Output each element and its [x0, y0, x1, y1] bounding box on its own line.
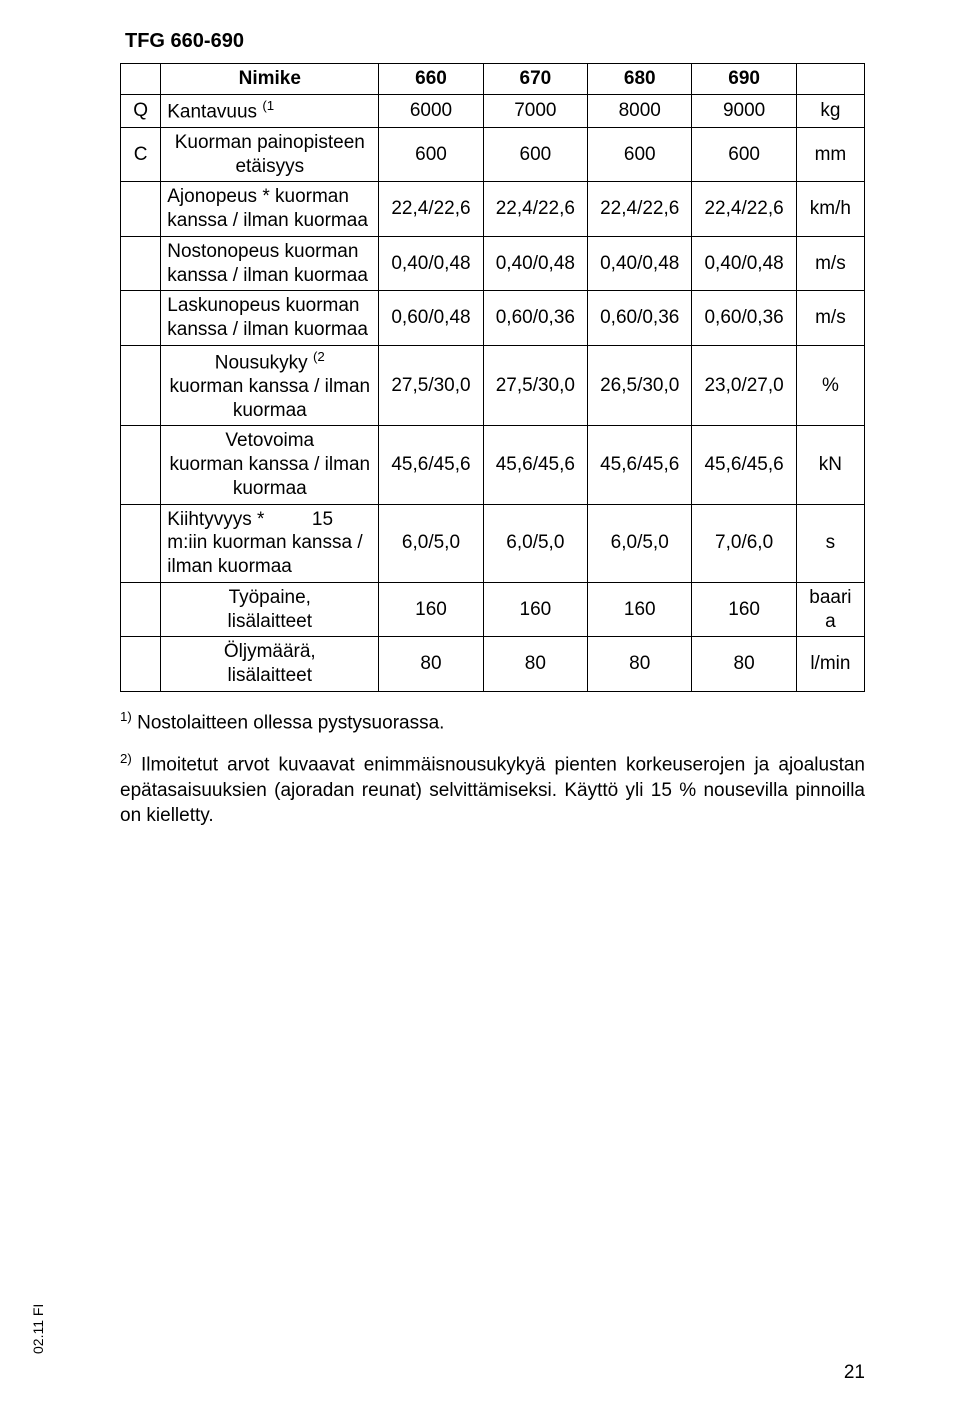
table-row: Öljymäärä,lisälaitteet80808080l/min	[121, 637, 865, 692]
row-letter	[121, 345, 161, 426]
row-val: 80	[379, 637, 483, 692]
row-val: 0,60/0,36	[692, 291, 796, 346]
row-unit: kN	[796, 426, 864, 504]
row-unit: mm	[796, 127, 864, 182]
row-val: 7,0/6,0	[692, 504, 796, 582]
row-unit: m/s	[796, 291, 864, 346]
table-row: Laskunopeus kuorman kanssa / ilman kuorm…	[121, 291, 865, 346]
row-val: 600	[379, 127, 483, 182]
spec-table: Nimike 660 670 680 690 QKantavuus (16000…	[120, 63, 865, 692]
footnote-2: 2) Ilmoitetut arvot kuvaavat enimmäisnou…	[120, 750, 865, 829]
header-unit-blank	[796, 64, 864, 95]
row-val: 22,4/22,6	[588, 182, 692, 237]
row-unit: s	[796, 504, 864, 582]
header-blank	[121, 64, 161, 95]
row-label: Kantavuus (1	[161, 94, 379, 127]
row-unit: m/s	[796, 236, 864, 291]
row-val: 6,0/5,0	[379, 504, 483, 582]
table-row: Ajonopeus * kuorman kanssa / ilman kuorm…	[121, 182, 865, 237]
row-val: 6,0/5,0	[588, 504, 692, 582]
row-val: 26,5/30,0	[588, 345, 692, 426]
row-val: 45,6/45,6	[692, 426, 796, 504]
row-letter: C	[121, 127, 161, 182]
row-val: 6000	[379, 94, 483, 127]
row-unit: baaria	[796, 582, 864, 637]
footnote-1: 1) Nostolaitteen ollessa pystysuorassa.	[120, 708, 865, 736]
row-label: Kiihtyvyys * 15 m:iin kuorman kanssa / i…	[161, 504, 379, 582]
header-col-0: 660	[379, 64, 483, 95]
row-val: 23,0/27,0	[692, 345, 796, 426]
header-col-1: 670	[483, 64, 587, 95]
table-row: Vetovoimakuorman kanssa / ilman kuormaa4…	[121, 426, 865, 504]
row-val: 7000	[483, 94, 587, 127]
row-val: 160	[483, 582, 587, 637]
page-number: 21	[844, 1362, 865, 1384]
row-val: 0,40/0,48	[588, 236, 692, 291]
row-label: Kuorman painopisteen etäisyys	[161, 127, 379, 182]
row-val: 45,6/45,6	[588, 426, 692, 504]
row-label: Ajonopeus * kuorman kanssa / ilman kuorm…	[161, 182, 379, 237]
row-letter	[121, 182, 161, 237]
table-body: QKantavuus (16000700080009000kgCKuorman …	[121, 94, 865, 691]
row-label: Öljymäärä,lisälaitteet	[161, 637, 379, 692]
row-val: 600	[692, 127, 796, 182]
footnotes: 1) Nostolaitteen ollessa pystysuorassa. …	[120, 708, 865, 829]
page: TFG 660-690 Nimike 660 670 680 690 QKant…	[0, 0, 960, 1424]
row-label: Nostonopeus kuorman kanssa / ilman kuorm…	[161, 236, 379, 291]
row-val: 22,4/22,6	[692, 182, 796, 237]
row-val: 0,40/0,48	[379, 236, 483, 291]
row-val: 0,60/0,36	[588, 291, 692, 346]
row-val: 160	[588, 582, 692, 637]
row-letter: Q	[121, 94, 161, 127]
row-letter	[121, 291, 161, 346]
row-val: 0,40/0,48	[483, 236, 587, 291]
row-val: 0,60/0,36	[483, 291, 587, 346]
table-row: Kiihtyvyys * 15 m:iin kuorman kanssa / i…	[121, 504, 865, 582]
table-row: Nostonopeus kuorman kanssa / ilman kuorm…	[121, 236, 865, 291]
table-row: Työpaine,lisälaitteet160160160160baaria	[121, 582, 865, 637]
row-val: 22,4/22,6	[483, 182, 587, 237]
row-val: 80	[588, 637, 692, 692]
row-unit: km/h	[796, 182, 864, 237]
table-row: QKantavuus (16000700080009000kg	[121, 94, 865, 127]
table-head: Nimike 660 670 680 690	[121, 64, 865, 95]
row-unit: l/min	[796, 637, 864, 692]
header-col-3: 690	[692, 64, 796, 95]
row-label: Vetovoimakuorman kanssa / ilman kuormaa	[161, 426, 379, 504]
row-val: 45,6/45,6	[483, 426, 587, 504]
row-val: 0,60/0,48	[379, 291, 483, 346]
row-val: 27,5/30,0	[379, 345, 483, 426]
page-title: TFG 660-690	[125, 30, 865, 53]
row-unit: %	[796, 345, 864, 426]
row-letter	[121, 582, 161, 637]
header-nimike: Nimike	[161, 64, 379, 95]
row-val: 600	[588, 127, 692, 182]
table-row: Nousukyky (2kuorman kanssa / ilman kuorm…	[121, 345, 865, 426]
row-val: 80	[483, 637, 587, 692]
row-val: 9000	[692, 94, 796, 127]
row-label: Laskunopeus kuorman kanssa / ilman kuorm…	[161, 291, 379, 346]
row-val: 22,4/22,6	[379, 182, 483, 237]
row-val: 27,5/30,0	[483, 345, 587, 426]
row-val: 80	[692, 637, 796, 692]
table-header-row: Nimike 660 670 680 690	[121, 64, 865, 95]
row-letter	[121, 426, 161, 504]
row-val: 160	[379, 582, 483, 637]
row-letter	[121, 637, 161, 692]
row-letter	[121, 236, 161, 291]
header-col-2: 680	[588, 64, 692, 95]
row-val: 45,6/45,6	[379, 426, 483, 504]
row-label: Työpaine,lisälaitteet	[161, 582, 379, 637]
row-val: 8000	[588, 94, 692, 127]
row-val: 600	[483, 127, 587, 182]
row-unit: kg	[796, 94, 864, 127]
row-letter	[121, 504, 161, 582]
row-val: 160	[692, 582, 796, 637]
footer-left: 02.11 FI	[30, 1304, 46, 1354]
row-label: Nousukyky (2kuorman kanssa / ilman kuorm…	[161, 345, 379, 426]
row-val: 6,0/5,0	[483, 504, 587, 582]
row-val: 0,40/0,48	[692, 236, 796, 291]
table-row: CKuorman painopisteen etäisyys6006006006…	[121, 127, 865, 182]
